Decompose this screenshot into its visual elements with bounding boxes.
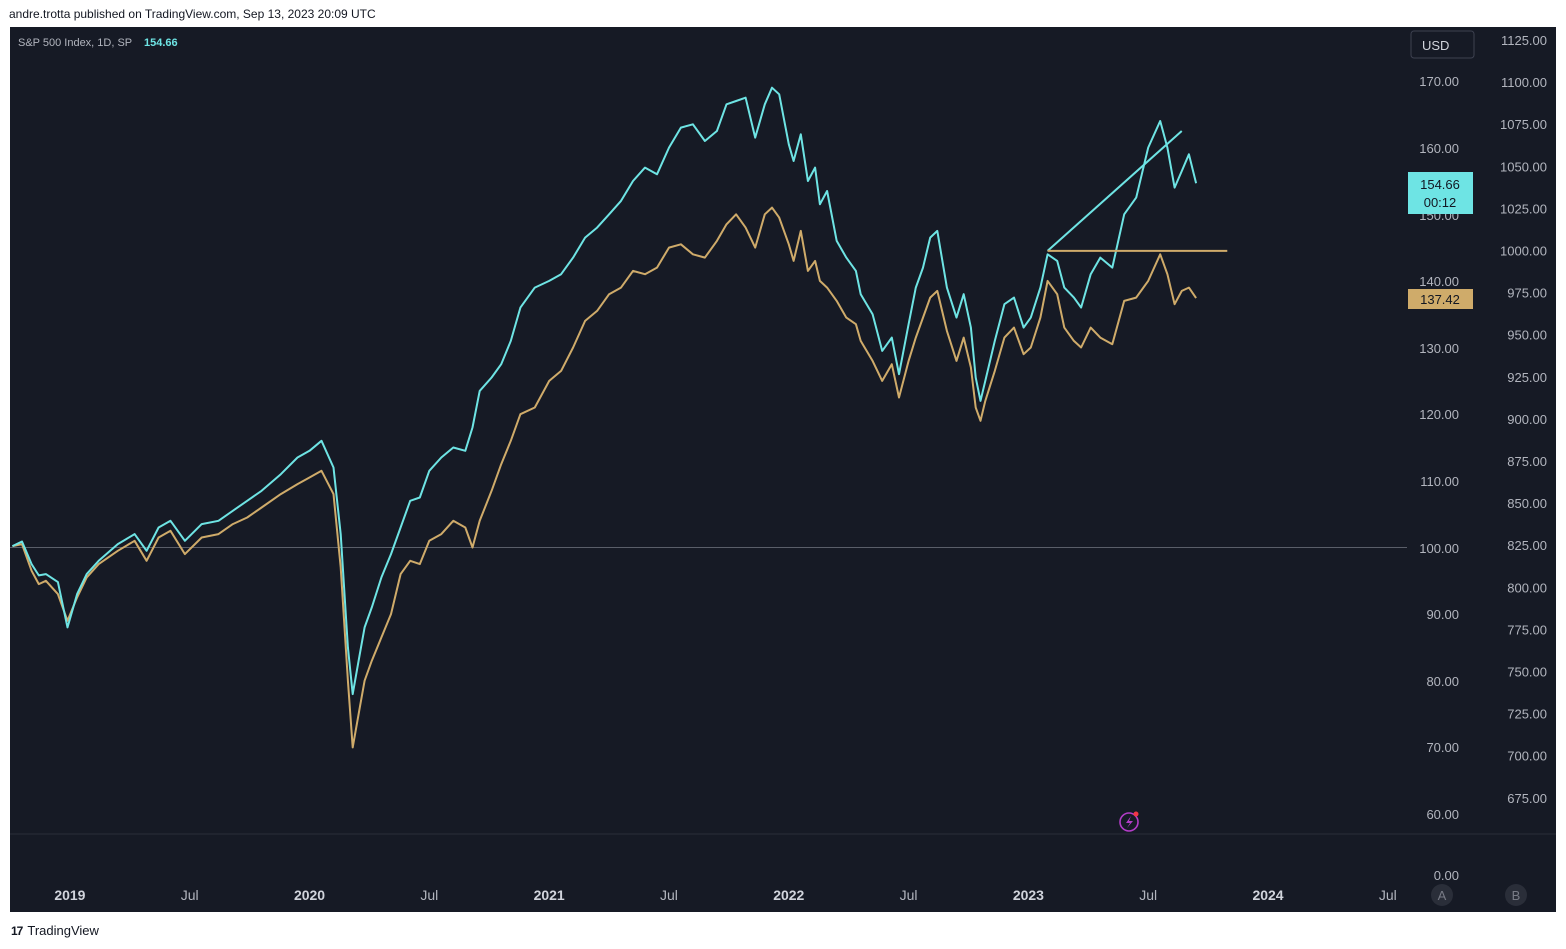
time-axis-tick-label: 2024 — [1252, 887, 1283, 903]
price-scale-tick-label: 850.00 — [1507, 496, 1547, 511]
time-axis-tick-label: Jul — [1379, 887, 1397, 903]
publish-info: andre.trotta published on TradingView.co… — [9, 7, 376, 21]
series-line-secondary[interactable] — [12, 206, 1197, 749]
secondary-price-value: 137.42 — [1420, 292, 1460, 307]
chart-svg[interactable]: 170.00160.00150.00140.00130.00120.00110.… — [10, 27, 1556, 912]
price-scale-tick-label: 725.00 — [1507, 707, 1547, 722]
legend-title[interactable]: S&P 500 Index, 1D, SP — [18, 37, 132, 49]
price-scale-tick-label: 1075.00 — [1500, 117, 1547, 132]
percent-scale-tick-label: 70.00 — [1426, 740, 1459, 755]
percent-scale-tick-label: 120.00 — [1419, 407, 1459, 422]
price-scale-tick-label: 750.00 — [1507, 665, 1547, 680]
time-axis-tick-label: Jul — [900, 887, 918, 903]
footer: 17 TradingView — [0, 912, 1566, 949]
percent-scale-tick-label: 100.00 — [1419, 541, 1459, 556]
price-scale-tick-label: 925.00 — [1507, 370, 1547, 385]
price-scale-tick-label: 1025.00 — [1500, 201, 1547, 216]
chart-frame[interactable]: 170.00 160.00 150.00 140.00 130.00 120.00 110.… — [10, 27, 1556, 912]
scale-b-button[interactable]: B — [1505, 884, 1527, 906]
time-axis-tick-label: 2023 — [1013, 887, 1044, 903]
main-price-value: 154.66 — [1420, 177, 1460, 192]
price-scale-tick-label: 775.00 — [1507, 622, 1547, 637]
price-scale-tick-label: 950.00 — [1507, 328, 1547, 343]
price-scale-tick-label: 975.00 — [1507, 286, 1547, 301]
auto-scale-label: A — [1438, 888, 1447, 903]
percent-scale-tick-label: 110.00 — [1420, 474, 1459, 489]
percent-scale-tick-label: 0.00 — [1434, 868, 1459, 883]
price-scale-axis[interactable]: 1125.00 1100.00 1075.00 1050.00 1025.00 1000.… — [1500, 33, 1547, 806]
percent-scale-tick-label: 170.00 — [1419, 74, 1459, 89]
percent-scale-tick-label: 160.00 — [1419, 141, 1459, 156]
percent-scale-tick-label: 140.00 — [1419, 274, 1459, 289]
price-scale-tick-label: 700.00 — [1507, 749, 1547, 764]
time-axis-tick-label: 2020 — [294, 887, 325, 903]
time-axis-tick-label: 2019 — [54, 887, 85, 903]
secondary-price-tag: 137.42 — [1408, 289, 1473, 309]
time-axis-tick-label: Jul — [181, 887, 199, 903]
brand-name: TradingView — [27, 923, 99, 938]
annotation-layer[interactable] — [1046, 130, 1228, 252]
main-price-tag: 154.66 00:12 — [1408, 172, 1473, 214]
series-layer — [11, 86, 1198, 749]
price-scale-tick-label: 1100.00 — [1501, 75, 1547, 90]
price-scale-tick-label: 1050.00 — [1500, 159, 1547, 174]
percent-scale-tick-label: 60.00 — [1426, 807, 1459, 822]
percent-scale-tick-label: 80.00 — [1426, 674, 1459, 689]
price-scale-tick-label: 875.00 — [1507, 454, 1547, 469]
currency-label: USD — [1422, 38, 1449, 53]
chart-background — [10, 27, 1556, 912]
time-axis-tick-label: 2022 — [773, 887, 804, 903]
time-axis-tick-label: Jul — [1139, 887, 1157, 903]
series-line-sp500[interactable] — [11, 86, 1198, 696]
footer-brand[interactable]: 17 TradingView — [11, 923, 99, 938]
percent-scale-tick-label: 130.00 — [1419, 341, 1459, 356]
currency-button[interactable]: USD — [1410, 30, 1475, 59]
trendline-drawing[interactable] — [1046, 130, 1183, 252]
legend-value: 154.66 — [144, 37, 178, 49]
time-axis-tick-label: Jul — [660, 887, 678, 903]
scale-b-label: B — [1512, 888, 1521, 903]
price-scale-tick-label: 800.00 — [1507, 580, 1547, 595]
percent-scale-tick-label: 90.00 — [1426, 607, 1459, 622]
publish-header: andre.trotta published on TradingView.co… — [0, 0, 1566, 27]
bar-countdown: 00:12 — [1424, 195, 1457, 210]
time-axis[interactable]: 2019 Jul 2020 Jul 2021 Jul 2022 Jul 2023 Jul 2024 J… — [54, 887, 1396, 903]
auto-scale-button[interactable]: A — [1431, 884, 1453, 906]
price-scale-tick-label: 825.00 — [1507, 538, 1547, 553]
price-scale-tick-label: 1125.00 — [1501, 33, 1547, 48]
time-axis-tick-label: Jul — [420, 887, 438, 903]
time-axis-tick-label: 2021 — [534, 887, 565, 903]
price-scale-tick-label: 675.00 — [1507, 791, 1547, 806]
price-scale-tick-label: 1000.00 — [1500, 244, 1547, 259]
alert-lightning-icon[interactable] — [1119, 811, 1139, 832]
price-scale-tick-label: 900.00 — [1507, 412, 1547, 427]
tradingview-logo-icon: 17 — [11, 923, 23, 938]
